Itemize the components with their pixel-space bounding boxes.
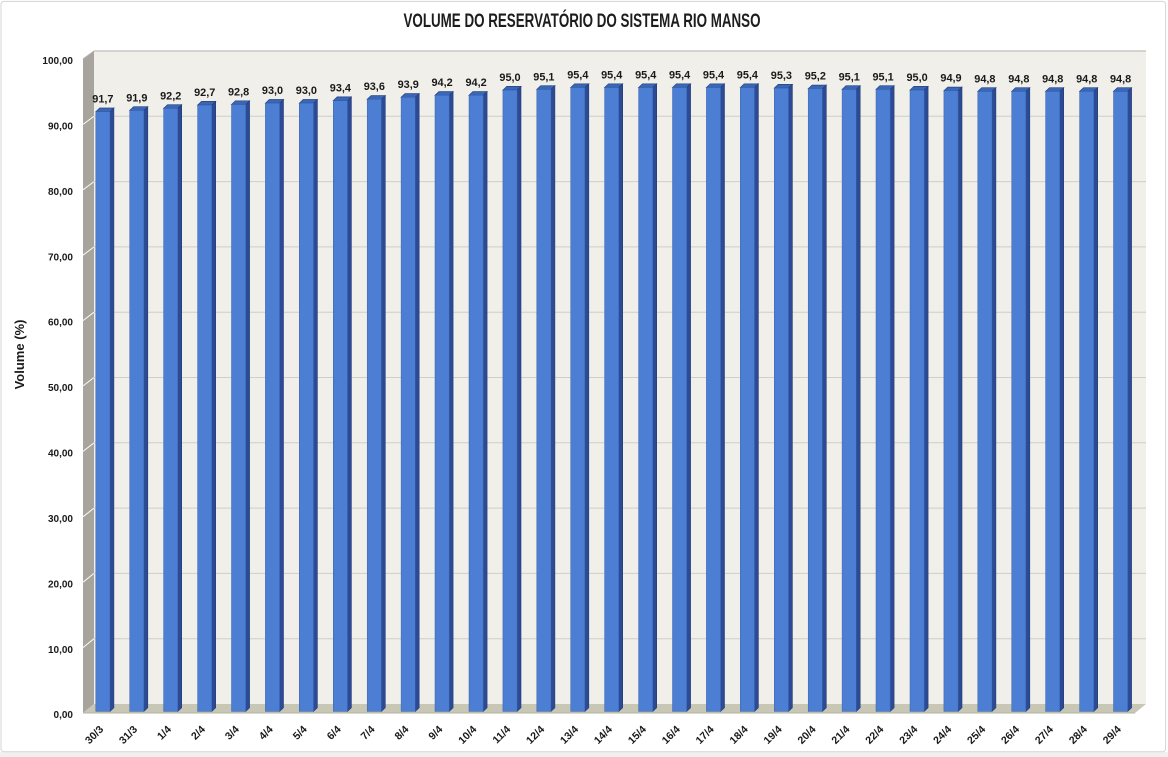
svg-text:95,4: 95,4 [703, 69, 724, 81]
svg-text:95,3: 95,3 [771, 70, 792, 82]
svg-text:95,0: 95,0 [906, 72, 927, 84]
svg-text:30,00: 30,00 [48, 514, 73, 525]
svg-text:94,2: 94,2 [431, 77, 452, 89]
svg-text:94,8: 94,8 [1042, 73, 1063, 85]
svg-text:94,8: 94,8 [1076, 73, 1097, 85]
svg-text:90,00: 90,00 [48, 122, 73, 133]
svg-text:VOLUME DO RESERVATÓRIO DO SIST: VOLUME DO RESERVATÓRIO DO SISTEMA RIO MA… [404, 10, 761, 32]
svg-text:50,00: 50,00 [48, 383, 73, 394]
svg-text:100,00: 100,00 [42, 56, 73, 67]
svg-text:0,00: 0,00 [54, 710, 74, 721]
svg-text:10,00: 10,00 [48, 645, 73, 656]
svg-text:95,4: 95,4 [669, 69, 690, 81]
svg-text:94,2: 94,2 [465, 77, 486, 89]
svg-text:20,00: 20,00 [48, 579, 73, 590]
svg-text:93,0: 93,0 [262, 85, 283, 97]
svg-text:94,8: 94,8 [974, 73, 995, 85]
svg-text:95,4: 95,4 [737, 69, 758, 81]
svg-text:93,9: 93,9 [398, 79, 419, 91]
svg-text:40,00: 40,00 [48, 449, 73, 460]
svg-text:95,4: 95,4 [567, 69, 588, 81]
svg-text:95,0: 95,0 [499, 72, 520, 84]
svg-text:95,1: 95,1 [533, 71, 554, 83]
svg-text:94,8: 94,8 [1110, 73, 1131, 85]
svg-text:93,6: 93,6 [364, 81, 385, 93]
svg-text:91,7: 91,7 [92, 94, 113, 106]
svg-text:94,9: 94,9 [940, 73, 961, 85]
svg-text:94,8: 94,8 [1008, 73, 1029, 85]
svg-text:93,0: 93,0 [296, 85, 317, 97]
svg-text:95,4: 95,4 [601, 69, 622, 81]
svg-text:95,1: 95,1 [872, 71, 893, 83]
svg-text:80,00: 80,00 [48, 187, 73, 198]
svg-text:91,9: 91,9 [126, 92, 147, 104]
svg-text:95,1: 95,1 [839, 71, 860, 83]
svg-text:95,2: 95,2 [805, 71, 826, 83]
svg-text:92,2: 92,2 [160, 90, 181, 102]
svg-text:60,00: 60,00 [48, 318, 73, 329]
svg-text:Volume (%): Volume (%) [12, 320, 27, 390]
svg-text:95,4: 95,4 [635, 69, 656, 81]
svg-text:93,4: 93,4 [330, 83, 351, 95]
svg-text:92,7: 92,7 [194, 87, 215, 99]
svg-text:92,8: 92,8 [228, 86, 249, 98]
svg-text:70,00: 70,00 [48, 252, 73, 263]
